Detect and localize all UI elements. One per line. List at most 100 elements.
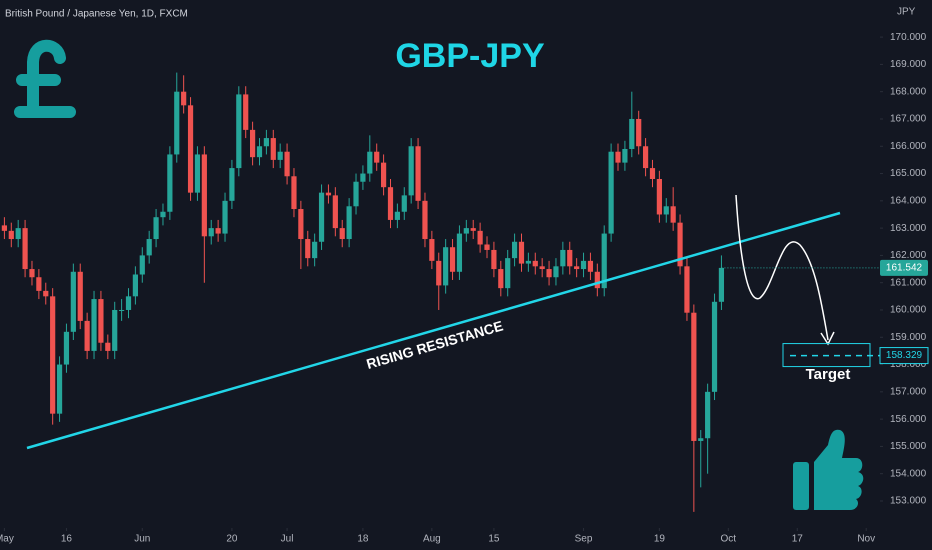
candle-body xyxy=(132,274,138,297)
candle-body xyxy=(98,299,104,343)
candle-body xyxy=(539,266,545,270)
candle-body xyxy=(208,228,214,237)
candle-body xyxy=(374,151,380,163)
thumbs-up-icon xyxy=(793,429,864,510)
x-tick-label: Nov xyxy=(857,534,875,545)
y-tick-label: 162.000 xyxy=(890,250,927,261)
candle-body xyxy=(532,260,538,267)
candle-body xyxy=(112,309,118,351)
candle-body xyxy=(436,260,442,286)
candle-body xyxy=(43,290,49,297)
candle-body xyxy=(387,187,394,220)
candle-body xyxy=(77,271,83,321)
candle-body xyxy=(84,320,90,351)
y-tick-label: 167.000 xyxy=(890,114,927,125)
candle-body xyxy=(622,148,628,163)
candle-body xyxy=(318,192,325,242)
x-tick-label: Aug xyxy=(423,534,441,545)
y-tick-label: 169.000 xyxy=(890,59,927,70)
y-tick-label: 168.000 xyxy=(890,86,927,97)
candle-body xyxy=(642,146,649,169)
candle-body xyxy=(360,173,366,182)
x-tick-label: 17 xyxy=(792,534,804,545)
candle-body xyxy=(284,151,290,177)
candle-body xyxy=(56,364,63,414)
candle-body xyxy=(367,151,373,174)
y-tick-label: 165.000 xyxy=(890,168,927,179)
candle-body xyxy=(194,154,201,193)
candle-body xyxy=(160,211,166,218)
candle-body xyxy=(615,151,621,163)
candle-body xyxy=(256,146,263,158)
candle-body xyxy=(456,233,463,272)
y-tick-label: 156.000 xyxy=(890,414,927,425)
target-label: Target xyxy=(806,366,851,383)
candle-body xyxy=(146,239,152,256)
pound-icon xyxy=(14,39,76,118)
candle-body xyxy=(119,309,125,311)
candle-body xyxy=(553,266,559,278)
candle-body xyxy=(36,277,42,291)
y-tick-label: 160.000 xyxy=(890,305,927,316)
candle-body xyxy=(470,228,476,231)
x-tick-label: May xyxy=(0,534,14,545)
candle-body xyxy=(332,195,338,229)
candle-body xyxy=(608,151,614,234)
candle-body xyxy=(649,168,656,180)
candle-body xyxy=(429,239,435,261)
candle-body xyxy=(222,200,228,234)
candle-body xyxy=(484,244,490,250)
candle-body xyxy=(711,301,718,392)
target-price-box xyxy=(879,347,929,365)
candle-body xyxy=(298,209,304,240)
candle-body xyxy=(277,151,283,160)
y-tick-label: 153.000 xyxy=(890,496,927,507)
x-tick-label: 19 xyxy=(654,534,666,545)
candle-body xyxy=(181,91,187,106)
x-tick-label: Sep xyxy=(575,534,593,545)
candle-body xyxy=(201,154,207,237)
candle-body xyxy=(50,296,56,414)
plot-area xyxy=(1,72,725,512)
y-tick-label: 155.000 xyxy=(890,441,927,452)
candle-body xyxy=(380,162,387,188)
candle-body xyxy=(629,118,635,149)
candle-body xyxy=(601,233,607,289)
candle-body xyxy=(250,129,256,158)
candle-body xyxy=(718,267,725,302)
trendline xyxy=(26,211,841,450)
candle-body xyxy=(670,206,676,223)
candle-body xyxy=(408,146,414,196)
candle-body xyxy=(498,269,504,289)
candle-body xyxy=(263,138,269,147)
candle-body xyxy=(560,249,566,267)
last-price-box xyxy=(880,259,928,276)
candle-body xyxy=(546,269,552,278)
candle-body xyxy=(353,181,359,207)
candle-body xyxy=(174,91,180,155)
candle-body xyxy=(594,271,600,289)
candle-body xyxy=(422,200,428,240)
chart-title: GBP-JPY xyxy=(395,37,545,75)
candle-body xyxy=(167,154,173,212)
candle-body xyxy=(153,217,159,240)
y-tick-label: 170.000 xyxy=(890,32,927,43)
y-tick-label: 166.000 xyxy=(890,141,927,152)
candle-body xyxy=(139,255,145,275)
candle-body xyxy=(698,438,704,441)
candle-body xyxy=(70,271,76,332)
x-tick-label: Jun xyxy=(134,534,150,545)
candle-body xyxy=(325,192,332,196)
candle-body xyxy=(449,247,456,272)
x-tick-label: Jul xyxy=(281,534,294,545)
x-tick-label: Oct xyxy=(721,534,737,545)
y-tick-label: 154.000 xyxy=(890,468,927,479)
candle-body xyxy=(187,105,194,193)
y-tick-label: 158.000 xyxy=(890,359,927,370)
candle-body xyxy=(270,138,276,160)
candle-body xyxy=(394,211,400,220)
candle-body xyxy=(401,195,407,212)
candle-body xyxy=(656,179,662,215)
